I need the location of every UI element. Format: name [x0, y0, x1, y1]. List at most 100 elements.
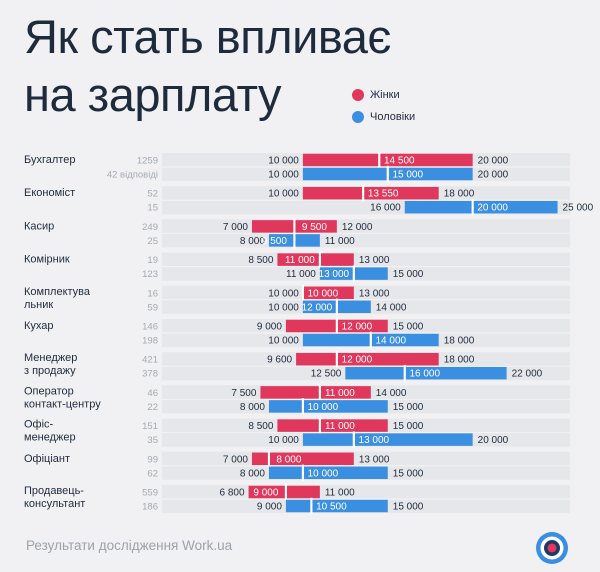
- occupation-label: Бухгалтер: [24, 154, 75, 166]
- max-label: 14 000: [376, 302, 407, 313]
- bar-upper-women: [286, 485, 320, 499]
- respondent-count: 198: [142, 336, 158, 347]
- median-marker: [403, 364, 406, 382]
- respondent-count: 35: [147, 435, 158, 446]
- median-label: 13 550: [368, 189, 399, 200]
- page-title: Як стать впливає на зарплату: [24, 8, 391, 124]
- bar-upper-men: [354, 433, 473, 446]
- max-label: 12 000: [342, 222, 373, 233]
- bar-lower-men: [302, 333, 370, 347]
- max-label: 18 000: [444, 355, 475, 366]
- max-label: 13 000: [359, 288, 390, 299]
- max-label: 18 000: [444, 189, 475, 200]
- respondent-count: 421: [142, 355, 158, 366]
- respondent-count: 19: [147, 255, 158, 266]
- bar-lower-men: [268, 466, 302, 480]
- min-label: 8 000: [240, 236, 265, 247]
- min-label: 10 000: [268, 435, 299, 446]
- min-label: 8 500: [248, 255, 273, 266]
- bar-lower-men: [302, 300, 336, 314]
- median-label: 11 000: [285, 255, 315, 266]
- min-label: 10 000: [268, 288, 299, 299]
- bar-lower-women: [248, 485, 285, 499]
- bar-upper-women: [320, 253, 354, 266]
- occupation-label: Менеджер: [24, 352, 77, 364]
- median-marker: [362, 184, 365, 202]
- median-marker: [471, 198, 474, 216]
- max-label: 22 000: [512, 369, 543, 380]
- min-label: 7 000: [223, 454, 248, 465]
- median-marker: [318, 251, 321, 268]
- bar-upper-women: [269, 452, 354, 466]
- max-label: 25 000: [563, 203, 594, 214]
- median-label: 14 000: [376, 336, 407, 347]
- min-label: 9 000: [257, 322, 282, 333]
- occupation-label: консультант: [24, 498, 85, 510]
- occupation-label: Касир: [24, 220, 54, 232]
- median-marker: [284, 483, 287, 501]
- min-label: 8 000: [240, 468, 265, 479]
- bar-upper-women: [380, 153, 473, 167]
- median-marker: [318, 417, 321, 434]
- min-label: 10 000: [268, 336, 299, 347]
- median-marker: [335, 298, 338, 316]
- min-label: 10 000: [268, 170, 299, 181]
- bar-upper-women: [364, 186, 439, 200]
- respondent-count: 46: [147, 388, 158, 399]
- respondent-count: 559: [142, 488, 158, 499]
- min-label: 10 000: [268, 302, 299, 313]
- max-label: 15 000: [393, 322, 424, 333]
- median-label: 9 000: [253, 488, 278, 499]
- legend-label-men: Чоловіки: [370, 111, 416, 123]
- median-label: 11 000: [325, 421, 355, 432]
- bar-lower-men: [404, 200, 472, 214]
- legend: Жінки Чоловіки: [352, 84, 415, 128]
- max-label: 20 000: [478, 170, 509, 181]
- bar-upper-women: [320, 386, 371, 399]
- median-label: 10 000: [308, 402, 339, 413]
- legend-item-men: Чоловіки: [352, 106, 415, 128]
- occupation-label: Кухар: [24, 320, 54, 332]
- bar-lower-women: [296, 352, 336, 366]
- median-marker: [310, 497, 313, 515]
- min-label: 9 600: [267, 355, 292, 366]
- bar-upper-women: [303, 286, 354, 300]
- respondent-count: 186: [142, 502, 158, 513]
- max-label: 20 000: [478, 156, 509, 167]
- respondent-count: 52: [147, 189, 158, 200]
- bar-upper-men: [303, 466, 388, 480]
- bar-upper-women: [337, 352, 439, 366]
- median-label: 12 000: [342, 322, 373, 333]
- max-label: 15 000: [393, 421, 424, 432]
- bar-upper-men: [354, 267, 388, 280]
- median-marker: [335, 350, 338, 368]
- respondent-count: 378: [142, 369, 158, 380]
- median-label: 20 000: [477, 203, 508, 214]
- max-label: 11 000: [325, 236, 355, 247]
- max-label: 18 000: [444, 336, 475, 347]
- max-label: 20 000: [478, 435, 509, 446]
- title-line-1: Як стать впливає: [24, 10, 391, 63]
- occupation-label: Економіст: [24, 187, 75, 199]
- bar-upper-men: [337, 300, 371, 314]
- bar-lower-women: [251, 220, 294, 233]
- median-label: 16 000: [409, 369, 440, 380]
- median-label: 11 000: [325, 388, 355, 399]
- max-label: 14 000: [376, 388, 407, 399]
- min-label: 10 000: [268, 156, 299, 167]
- max-label: 15 000: [393, 502, 424, 513]
- bar-lower-men: [302, 167, 387, 181]
- respondent-count: 15: [147, 203, 158, 214]
- bar-lower-women: [302, 153, 379, 167]
- occupation-label: льник: [24, 299, 53, 311]
- bar-upper-women: [337, 319, 388, 333]
- bar-lower-men: [302, 433, 353, 446]
- median-label: 13 000: [359, 435, 390, 446]
- median-label: 9 500: [262, 236, 287, 247]
- median-marker: [369, 331, 372, 349]
- occupation-label: Продавець-: [24, 485, 84, 497]
- max-label: 13 000: [359, 255, 390, 266]
- bar-upper-women: [295, 220, 337, 233]
- title-line-2: на зарплату: [24, 68, 282, 121]
- median-marker: [335, 317, 338, 335]
